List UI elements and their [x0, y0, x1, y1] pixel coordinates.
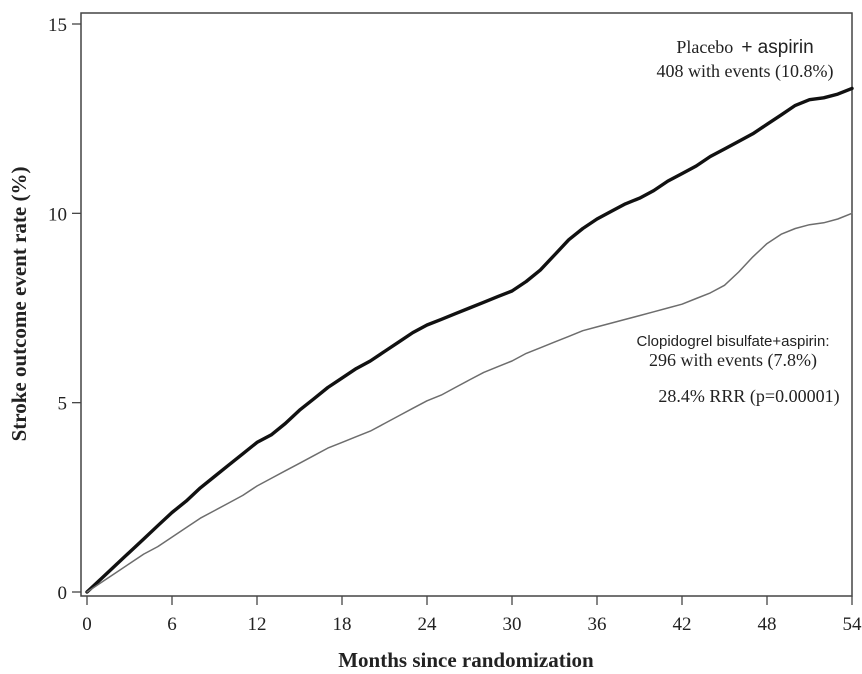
x-tick-label: 48	[758, 614, 777, 635]
y-tick-label: 15	[48, 15, 67, 36]
placebo-series-label: Placebo + aspirin	[676, 37, 813, 58]
y-tick-label: 5	[58, 394, 68, 415]
placebo-label-part1: Placebo	[676, 37, 733, 57]
y-tick-label: 10	[48, 204, 67, 225]
placebo-events-label: 408 with events (10.8%)	[657, 61, 834, 82]
plot-frame	[80, 12, 853, 597]
x-tick-label: 18	[333, 614, 352, 635]
y-axis: 0 5 10 15	[48, 15, 81, 604]
x-tick-label: 24	[418, 614, 438, 635]
x-tick-label: 12	[248, 614, 267, 635]
y-axis-title: Stroke outcome event rate (%)	[7, 167, 31, 442]
x-axis-title: Months since randomization	[338, 648, 594, 672]
clopidogrel-series-label: Clopidogrel bisulfate+aspirin:	[636, 333, 829, 350]
x-tick-label: 54	[843, 614, 862, 635]
x-tick-label: 42	[673, 614, 692, 635]
series-line-clopidogrel	[86, 212, 853, 593]
clopidogrel-events-label: 296 with events (7.8%)	[649, 350, 817, 371]
x-axis: 0 6 12 18 24 30 36 42 48 54	[82, 596, 862, 635]
x-tick-label: 0	[82, 614, 92, 635]
rrr-label: 28.4% RRR (p=0.00001)	[658, 386, 839, 407]
y-tick-label: 0	[58, 583, 68, 604]
series-line-placebo	[85, 86, 854, 594]
x-tick-label: 30	[503, 614, 522, 635]
x-tick-label: 6	[167, 614, 177, 635]
series-layer	[85, 86, 854, 594]
placebo-label-part2: + aspirin	[741, 37, 813, 58]
x-tick-label: 36	[588, 614, 607, 635]
